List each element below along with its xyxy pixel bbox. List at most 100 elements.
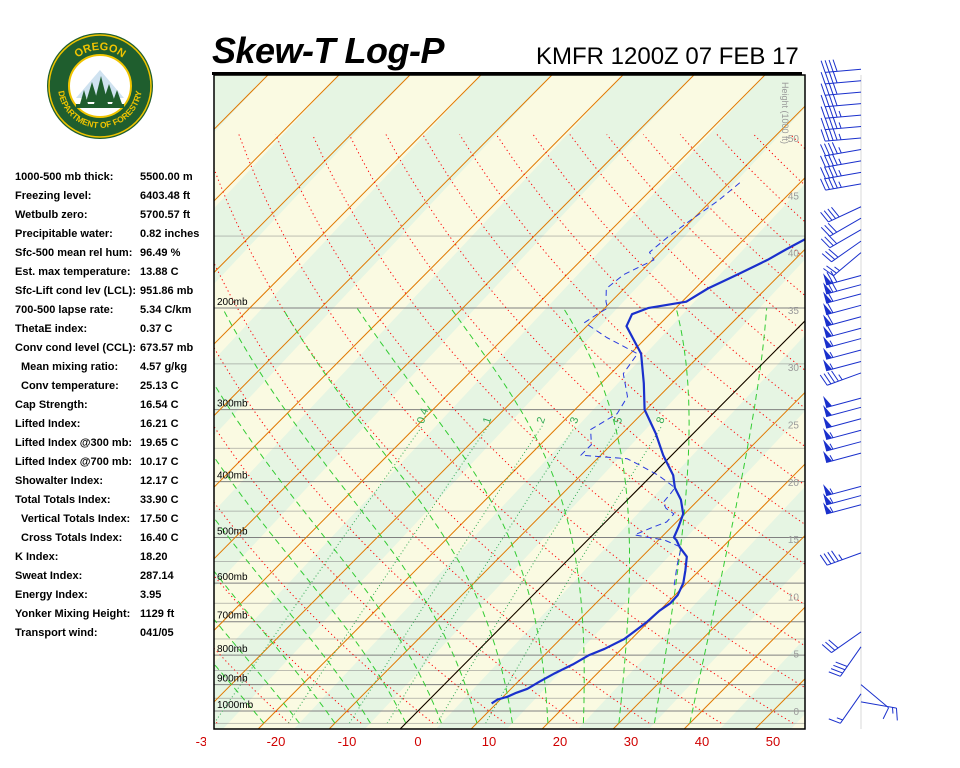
index-label: Transport wind: — [15, 627, 98, 639]
height-tick-label: 20 — [788, 478, 800, 489]
height-tick-label: 50 — [788, 134, 800, 145]
wind-barb — [820, 82, 862, 96]
isotherm-line — [683, 606, 805, 729]
pressure-label: 300mb — [217, 399, 248, 410]
dry-adiabat — [214, 261, 650, 724]
index-label: Freezing level: — [15, 190, 92, 202]
isotherm-line — [214, 75, 482, 345]
wind-barb — [823, 359, 862, 372]
index-label: Wetbulb zero: — [15, 209, 88, 221]
index-value: 5500.00 m — [140, 171, 193, 183]
moist-adiabat — [214, 382, 442, 724]
dry-adiabat — [238, 134, 794, 724]
index-label: Sfc-500 mean rel hum: — [15, 247, 133, 259]
index-value: 33.90 C — [140, 494, 179, 506]
pressure-label: 400mb — [217, 471, 248, 482]
isotherm-line — [470, 391, 805, 729]
height-tick-label: 45 — [788, 191, 800, 202]
dewpoint-profile — [580, 179, 744, 586]
wind-barb — [823, 313, 862, 327]
temperature-tick-label: 40 — [695, 734, 709, 749]
wind-barb — [820, 153, 862, 168]
moist-adiabat — [214, 456, 407, 724]
mixing-ratio-label: 0.4 — [415, 407, 431, 425]
wind-barb — [823, 395, 862, 408]
index-label: Vertical Totals Index: — [21, 513, 131, 525]
isotherm-band — [790, 713, 805, 729]
freezing-isotherm — [399, 320, 805, 729]
moist-adiabat — [214, 570, 336, 724]
moist-adiabat — [356, 307, 549, 724]
temperature-profile — [491, 238, 805, 705]
wind-barb — [823, 502, 862, 515]
temperature-tick-label: 30 — [624, 734, 638, 749]
wind-barb — [823, 484, 862, 497]
index-label: Lifted Index @700 mb: — [15, 456, 133, 468]
wind-barb — [823, 405, 862, 418]
index-label: Sweat Index: — [15, 570, 83, 582]
wind-barb — [823, 416, 862, 429]
index-value: 041/05 — [140, 627, 174, 639]
wind-barb — [860, 684, 890, 720]
pressure-label: 700mb — [217, 611, 248, 622]
isotherm-band — [214, 75, 481, 360]
title-underline — [212, 72, 802, 75]
height-tick-label: 30 — [788, 363, 800, 374]
isotherm-band — [648, 562, 805, 729]
wind-barb — [823, 439, 862, 452]
height-tick-label: 5 — [793, 650, 799, 661]
index-label: Conv cond level (CCL): — [15, 342, 137, 354]
index-label: Total Totals Index: — [15, 494, 111, 506]
temperature-tick-label: 20 — [553, 734, 567, 749]
mixing-ratio-label: 2 — [535, 416, 548, 426]
dry-adiabat — [827, 135, 960, 724]
dry-adiabat — [532, 134, 805, 409]
wind-barb — [828, 693, 862, 724]
isotherm-band — [214, 75, 623, 512]
index-label: 1000-500 mb thick: — [15, 171, 114, 183]
isotherm-band — [222, 107, 805, 729]
pressure-label: 900mb — [217, 674, 248, 685]
dry-adiabat — [275, 134, 805, 689]
index-label: Precipitable water: — [15, 228, 113, 240]
isotherm-band — [214, 75, 339, 209]
mixing-ratio-line — [386, 425, 577, 724]
height-tick-label: 35 — [788, 306, 800, 317]
wind-barb — [820, 142, 862, 157]
index-label: ThetaE index: — [15, 323, 88, 335]
height-tick-label: 25 — [788, 421, 800, 432]
mixing-ratio-line — [348, 425, 543, 724]
wind-barb — [821, 240, 862, 263]
index-label: Energy Index: — [15, 589, 88, 601]
plot-frame — [213, 74, 806, 730]
dry-adiabat — [495, 134, 805, 448]
isotherm-line — [214, 75, 766, 632]
index-label: Cross Totals Index: — [21, 532, 123, 544]
index-value: 17.50 C — [140, 513, 179, 525]
index-value: 4.57 g/kg — [140, 361, 188, 373]
wind-barb — [820, 217, 862, 237]
index-value: 13.88 C — [140, 266, 179, 278]
wind-barb — [820, 176, 862, 191]
temperature-tick-label: 0 — [414, 734, 421, 749]
wind-barb — [823, 324, 862, 339]
isotherm-line — [214, 105, 805, 703]
moist-adiabat — [214, 517, 371, 724]
moist-adiabat — [450, 307, 585, 724]
index-value: 19.65 C — [140, 437, 179, 449]
isotherm-line — [214, 75, 411, 274]
isotherm-band — [364, 259, 805, 729]
index-label: Sfc-Lift cond lev (LCL): — [15, 285, 136, 297]
svg-text:OREGON: OREGON — [72, 41, 127, 61]
isotherm-band — [506, 410, 805, 729]
index-label: Yonker Mixing Height: — [15, 608, 131, 620]
index-value: 12.17 C — [140, 475, 179, 487]
wind-barb — [820, 128, 862, 142]
index-value: 951.86 mb — [140, 285, 194, 297]
wind-barb — [821, 631, 862, 653]
wind-barb — [819, 550, 862, 566]
wind-barb — [820, 206, 862, 223]
pressure-label: 500mb — [217, 526, 248, 537]
index-label: K Index: — [15, 551, 59, 563]
